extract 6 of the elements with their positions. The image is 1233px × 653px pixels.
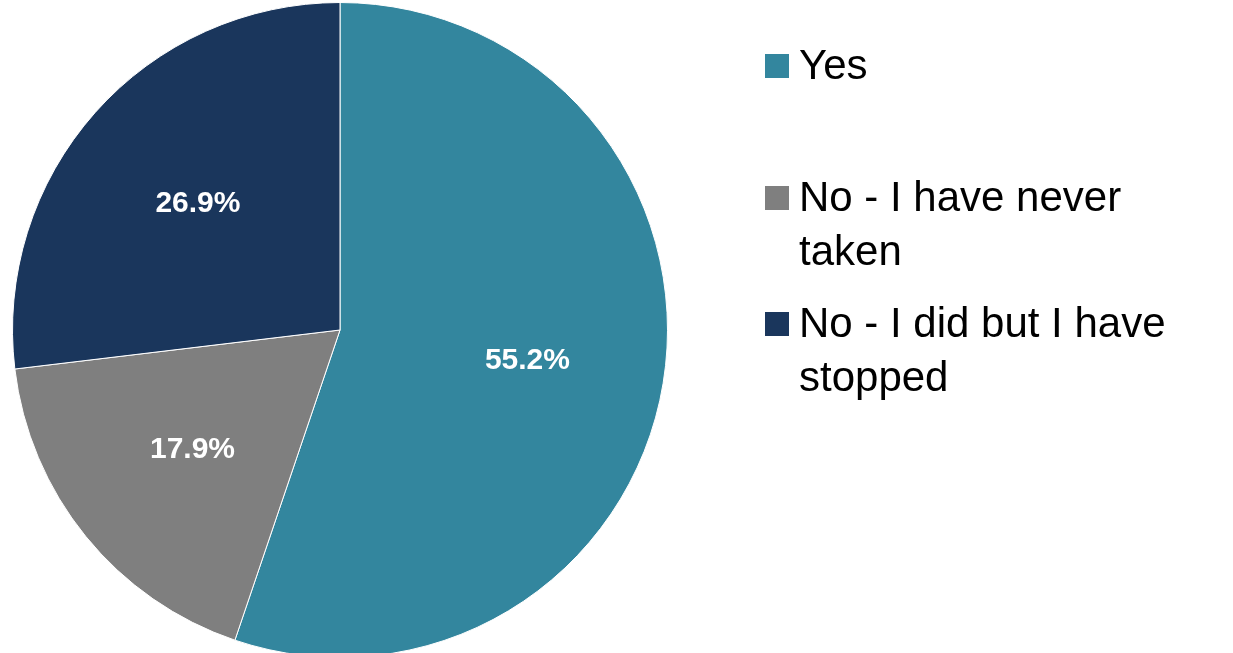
legend-label: Yes <box>799 40 868 90</box>
data-label: 55.2% <box>484 342 570 376</box>
legend-label: No - I have never taken <box>799 172 1123 276</box>
data-label: 17.9% <box>149 430 236 464</box>
data-label: 26.9% <box>155 185 241 219</box>
legend-label: No - I did but I have stopped <box>799 298 1167 402</box>
